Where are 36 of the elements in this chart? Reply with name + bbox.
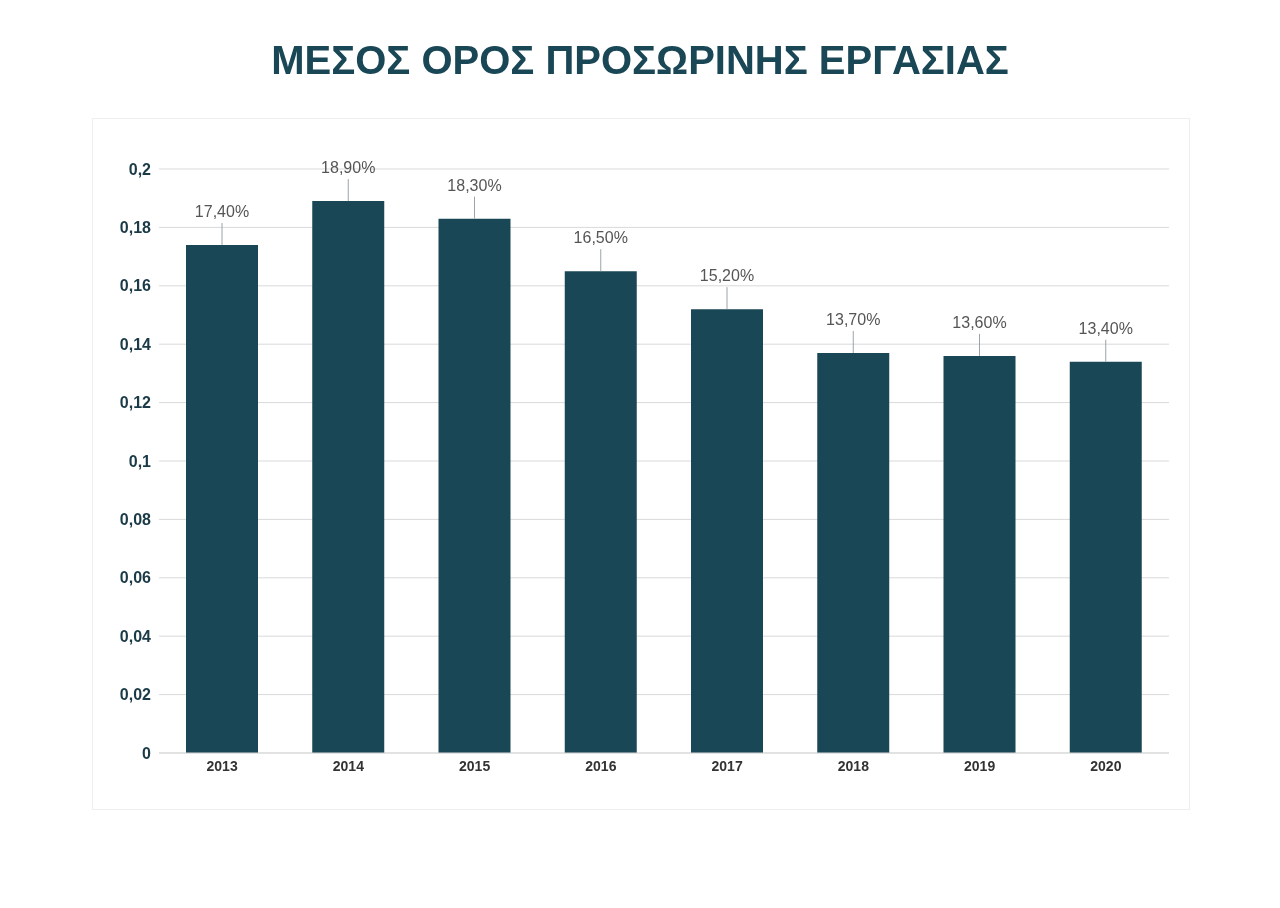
x-tick-label: 2016 bbox=[585, 757, 617, 774]
data-label: 17,40% bbox=[194, 202, 250, 220]
bar bbox=[564, 271, 637, 753]
bar bbox=[312, 201, 385, 753]
data-label: 13,70% bbox=[826, 310, 881, 328]
y-tick-label: 0,16 bbox=[119, 277, 152, 295]
y-tick-label: 0,08 bbox=[119, 511, 152, 529]
bar bbox=[691, 309, 763, 753]
chart-title: ΜΕΣΟΣ ΟΡΟΣ ΠΡΟΣΩΡΙΝΗΣ ΕΡΓΑΣΙΑΣ bbox=[270, 37, 1010, 84]
bar bbox=[1069, 361, 1142, 753]
x-tick-label: 2015 bbox=[459, 757, 491, 774]
x-tick-label: 2020 bbox=[1090, 757, 1122, 774]
y-tick-label: 0,1 bbox=[128, 452, 152, 470]
x-tick-label: 2013 bbox=[206, 757, 238, 774]
x-tick-label: 2018 bbox=[837, 757, 870, 774]
data-label: 13,40% bbox=[1078, 319, 1133, 337]
data-label: 13,60% bbox=[952, 313, 1007, 331]
y-tick-label: 0,04 bbox=[119, 627, 152, 645]
y-tick-label: 0,12 bbox=[119, 394, 152, 412]
y-tick-label: 0 bbox=[142, 744, 152, 762]
bar bbox=[943, 355, 1016, 753]
data-label: 18,90% bbox=[321, 159, 376, 177]
data-label: 15,20% bbox=[699, 267, 755, 285]
y-tick-label: 0,02 bbox=[119, 686, 152, 704]
data-label: 18,30% bbox=[447, 176, 502, 194]
data-label: 16,50% bbox=[573, 229, 628, 247]
x-tick-label: 2014 bbox=[332, 757, 365, 774]
bar bbox=[817, 352, 890, 753]
y-tick-label: 0,18 bbox=[119, 219, 152, 237]
x-tick-label: 2019 bbox=[964, 757, 996, 774]
bar bbox=[438, 218, 511, 753]
bar bbox=[186, 244, 258, 753]
y-tick-label: 0,2 bbox=[128, 160, 152, 178]
y-tick-label: 0,06 bbox=[119, 569, 152, 587]
x-tick-label: 2017 bbox=[711, 757, 743, 774]
y-tick-label: 0,14 bbox=[119, 335, 152, 353]
